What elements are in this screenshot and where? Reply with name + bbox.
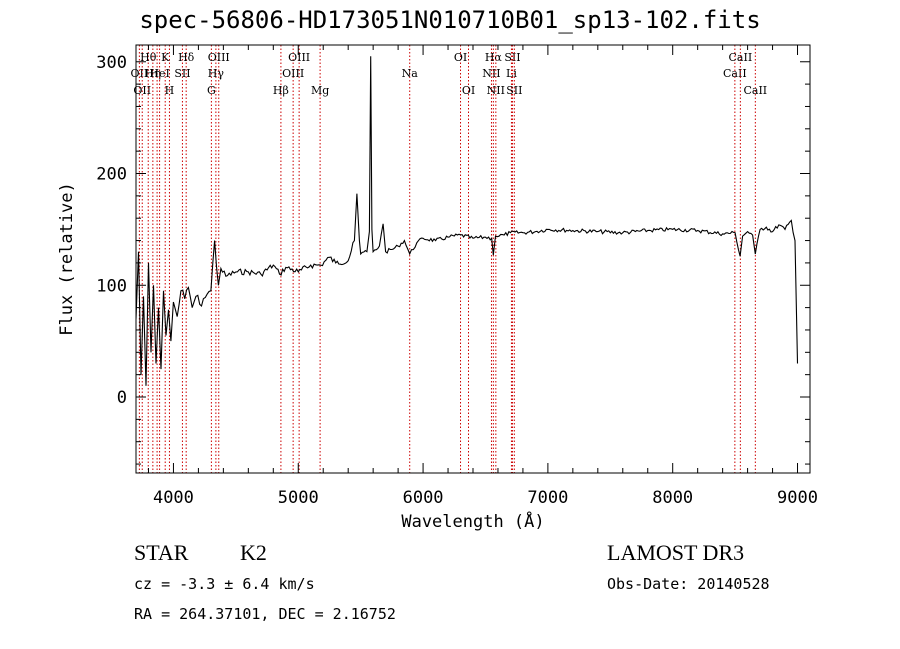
line-label: Li <box>506 67 517 80</box>
line-label: CaII <box>723 67 747 80</box>
x-axis-label: Wavelength (Å) <box>401 510 544 532</box>
line-label: Hγ <box>208 67 225 80</box>
line-label: OII <box>131 67 149 80</box>
survey-name: LAMOST DR3 <box>607 540 745 565</box>
plot-frame <box>135 44 811 474</box>
line-label: OIII <box>282 67 304 80</box>
line-label: SII <box>504 51 520 64</box>
line-label: H <box>165 84 175 97</box>
line-label: NII <box>482 67 500 80</box>
line-label: OI <box>462 84 475 97</box>
x-tick-label: 5000 <box>278 488 319 508</box>
spectral-subclass: K2 <box>240 540 267 565</box>
line-label: NII <box>487 84 505 97</box>
coordinates: RA = 264.37101, DEC = 2.16752 <box>134 605 396 623</box>
line-label: OII <box>133 84 151 97</box>
observation-date: Obs-Date: 20140528 <box>607 575 770 593</box>
line-label: K <box>161 51 170 64</box>
line-label: Hδ <box>178 51 195 64</box>
line-label: CaII <box>729 51 753 64</box>
y-axis-label: Flux (relative) <box>57 182 77 336</box>
line-label: Hβ <box>273 84 289 97</box>
y-tick-label: 0 <box>117 388 127 408</box>
x-tick-label: 6000 <box>403 488 444 508</box>
x-tick-label: 4000 <box>153 488 194 508</box>
spectrum-line <box>136 56 799 386</box>
line-label: OI <box>454 51 467 64</box>
line-label: Mg <box>311 84 329 97</box>
y-tick-label: 100 <box>96 276 127 296</box>
line-label: Hα <box>485 51 503 64</box>
line-label: OIII <box>208 51 230 64</box>
line-label: Na <box>402 67 419 80</box>
x-tick-label: 7000 <box>527 488 568 508</box>
object-class: STAR <box>134 540 189 565</box>
x-tick-label: 9000 <box>777 488 818 508</box>
line-label: Hθ <box>140 51 157 64</box>
redshift-value: cz = -3.3 ± 6.4 km/s <box>134 575 315 593</box>
line-label: HeI <box>149 67 169 80</box>
y-tick-label: 200 <box>96 165 127 185</box>
y-tick-label: 300 <box>96 53 127 73</box>
x-tick-label: 8000 <box>652 488 693 508</box>
line-label: CaII <box>743 84 767 97</box>
line-label: SII <box>506 84 522 97</box>
line-label: G <box>207 84 216 97</box>
line-label: SII <box>174 67 190 80</box>
line-label: OIII <box>288 51 310 64</box>
chart-title: spec-56806-HD173051N010710B01_sp13-102.f… <box>139 6 761 34</box>
